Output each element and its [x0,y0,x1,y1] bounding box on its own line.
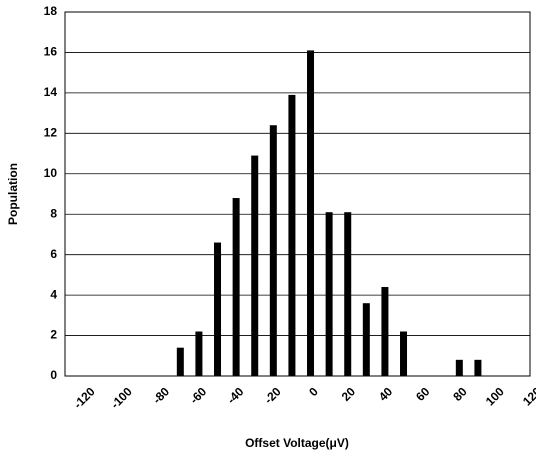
bar [251,155,259,376]
y-tick-label: 2 [50,328,57,342]
bar [455,359,463,376]
y-tick-label: 4 [50,287,57,301]
bar [288,94,296,377]
y-tick-label: 6 [50,247,57,261]
bar [362,303,370,376]
x-tick-label: 60 [413,384,433,404]
x-tick-label: -60 [187,384,209,406]
bar [195,331,203,376]
x-tick-label: 120 [520,384,536,408]
y-tick-label: 8 [50,206,57,220]
y-axis-label: Population [6,163,20,225]
y-tick-label: 18 [44,4,58,18]
bar [214,242,222,376]
x-tick-label: 20 [339,384,359,404]
x-tick-label: -120 [71,384,98,411]
x-tick-label: 80 [450,384,470,404]
x-tick-label: -100 [108,384,135,411]
x-tick-label: 100 [483,384,507,408]
x-tick-label: -40 [224,384,246,406]
y-tick-label: 0 [50,368,57,382]
x-tick-label: -80 [150,384,172,406]
bar [474,359,482,376]
plot-frame [64,11,531,377]
y-tick-label: 10 [44,166,58,180]
y-tick-label: 12 [44,126,58,140]
x-tick-label: 0 [306,384,321,399]
bar [400,331,408,376]
bar [307,50,315,377]
bar [232,198,240,376]
bar [381,287,389,376]
bar [344,212,352,376]
y-tick-label: 14 [44,85,58,99]
x-axis-label: Offset Voltage(μV) [245,436,349,450]
x-tick-label: -20 [262,384,284,406]
bar [176,347,184,376]
y-tick-label: 16 [44,45,58,59]
bar [269,125,277,376]
x-tick-label: 40 [376,384,396,404]
bar [325,212,333,376]
